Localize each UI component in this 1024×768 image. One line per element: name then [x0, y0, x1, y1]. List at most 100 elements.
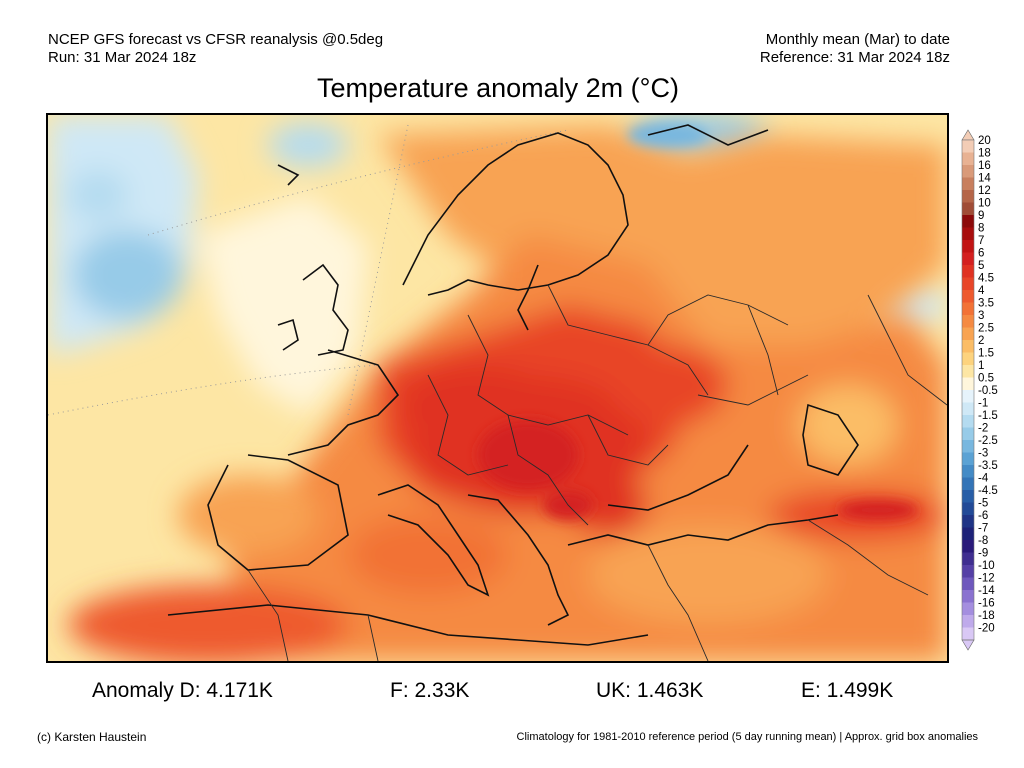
colorbar-label: -8	[978, 535, 988, 547]
colorbar-swatch	[962, 302, 974, 316]
anomaly-map	[46, 113, 949, 663]
colorbar-legend: 201816141210987654.543.532.521.510.5-0.5…	[961, 129, 998, 651]
colorbar-label: -14	[978, 585, 995, 597]
header-left: NCEP GFS forecast vs CFSR reanalysis @0.…	[48, 31, 383, 67]
colorbar-label: 5	[978, 260, 984, 272]
colorbar-label: 10	[978, 198, 991, 210]
colorbar-swatch	[962, 265, 974, 278]
colorbar-swatch	[962, 552, 974, 566]
colorbar-label: -6	[978, 510, 988, 522]
colorbar-swatch	[962, 165, 974, 178]
colorbar-swatch	[962, 277, 974, 291]
colorbar-swatch	[962, 402, 974, 416]
colorbar-swatch	[962, 177, 974, 191]
colorbar-label: -0.5	[978, 385, 998, 397]
colorbar-label: 4.5	[978, 273, 994, 285]
colorbar-swatch	[962, 152, 974, 166]
colorbar-label: 2.5	[978, 323, 994, 335]
colorbar-label: -9	[978, 548, 988, 560]
colorbar-label: 16	[978, 160, 991, 172]
colorbar-label: -2	[978, 423, 988, 435]
colorbar-label: -4	[978, 473, 989, 485]
colorbar-label: -1	[978, 398, 988, 410]
colorbar-top-arrow	[961, 129, 975, 141]
colorbar-label: 7	[978, 235, 984, 247]
colorbar-label: 2	[978, 335, 984, 347]
colorbar-bottom-arrow	[961, 639, 975, 651]
graticule	[48, 124, 569, 416]
colorbar-swatch	[962, 502, 974, 516]
run-time-text: Run: 31 Mar 2024 18z	[48, 49, 197, 66]
colorbar-label: 12	[978, 185, 991, 197]
colorbar-label: 9	[978, 210, 984, 222]
colorbar-swatch	[962, 252, 974, 266]
colorbar-swatch	[962, 202, 974, 216]
colorbar-swatch	[962, 215, 974, 228]
colorbar-swatch	[962, 352, 974, 366]
colorbar-label: -10	[978, 560, 995, 572]
colorbar-label: -1.5	[978, 410, 998, 422]
country-borders	[247, 284, 947, 661]
anomaly-germany: Anomaly D: 4.171K	[92, 679, 273, 702]
anomaly-spain: E: 1.499K	[801, 679, 894, 702]
period-text: Monthly mean (Mar) to date	[765, 31, 950, 48]
map-canvas	[48, 115, 947, 661]
colorbar-swatch	[962, 527, 974, 541]
colorbar-label: 3.5	[978, 298, 994, 310]
colorbar-label: -3.5	[978, 460, 998, 472]
colorbar-label: 8	[978, 223, 984, 235]
colorbar-swatch	[962, 615, 974, 628]
colorbar-swatch	[962, 440, 974, 453]
anomaly-field	[48, 115, 947, 661]
colorbar-label: -20	[978, 623, 995, 635]
colorbar-label: -2.5	[978, 435, 998, 447]
colorbar-swatch	[962, 315, 974, 328]
colorbar-label: 6	[978, 248, 984, 260]
colorbar-label: -3	[978, 448, 988, 460]
map-title: Temperature anomaly 2m (°C)	[317, 73, 679, 103]
colorbar-swatch	[962, 340, 974, 353]
colorbar-swatch	[962, 577, 974, 591]
colorbar-swatch	[962, 427, 974, 441]
colorbar-swatch	[962, 377, 974, 391]
colorbar-label: 4	[978, 285, 985, 297]
coastlines	[167, 124, 859, 646]
colorbar-swatch	[962, 477, 974, 491]
colorbar-swatch	[962, 140, 974, 153]
colorbar-label: 3	[978, 310, 984, 322]
colorbar-swatch	[962, 490, 974, 503]
colorbar-label: -5	[978, 498, 988, 510]
colorbar-swatch	[962, 565, 974, 578]
colorbar-label: 14	[978, 173, 991, 185]
colorbar-swatch	[962, 327, 974, 341]
colorbar-swatch	[962, 415, 974, 428]
colorbar-swatch	[962, 465, 974, 478]
reference-time-text: Reference: 31 Mar 2024 18z	[759, 49, 950, 66]
colorbar-label: 1.5	[978, 348, 994, 360]
colorbar-label: -7	[978, 523, 988, 535]
colorbar-swatch	[962, 227, 974, 241]
colorbar-swatch	[962, 515, 974, 528]
colorbar-swatch	[962, 590, 974, 603]
climatology-note: Climatology for 1981-2010 reference peri…	[516, 731, 978, 743]
colorbar-label: -4.5	[978, 485, 998, 497]
colorbar-label: -12	[978, 573, 995, 585]
colorbar-label: -18	[978, 610, 995, 622]
colorbar-swatch	[962, 390, 974, 403]
credit-text: (c) Karsten Haustein	[37, 730, 147, 744]
colorbar-swatch	[962, 365, 974, 378]
colorbar-swatch	[962, 540, 974, 553]
colorbar-label: 0.5	[978, 373, 994, 385]
colorbar-label: 20	[978, 135, 991, 147]
colorbar-frame	[961, 139, 975, 641]
anomaly-france: F: 2.33K	[390, 679, 470, 702]
header-right: Monthly mean (Mar) to date Reference: 31…	[760, 31, 950, 67]
colorbar-label: 1	[978, 360, 984, 372]
colorbar-swatch	[962, 290, 974, 303]
colorbar-label: -16	[978, 598, 995, 610]
colorbar-swatch	[962, 190, 974, 203]
colorbar-swatch	[962, 452, 974, 466]
colorbar-swatch	[962, 602, 974, 616]
colorbar-swatch	[962, 627, 974, 641]
anomaly-uk: UK: 1.463K	[596, 679, 704, 702]
